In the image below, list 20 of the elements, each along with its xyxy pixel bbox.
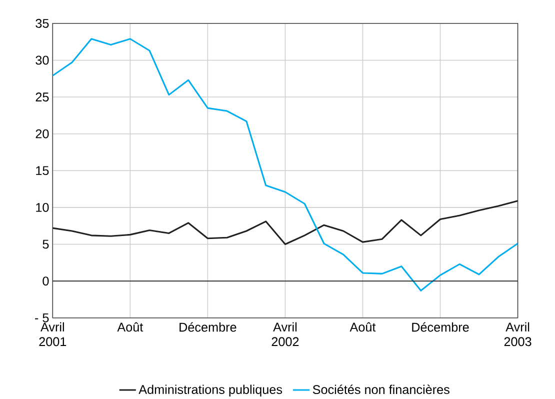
y-tick-label: 20 [36,129,49,138]
legend-label: Administrations publiques [138,384,282,396]
y-tick-label: 15 [36,166,49,175]
line-series [52,200,518,245]
x-tick-label: Avril 2003 [504,322,532,346]
y-tick-label: 25 [36,92,49,102]
x-tick-label: Août [117,322,144,332]
y-tick-label: 30 [36,56,49,65]
x-tick-label: Août [350,322,376,332]
x-tick-label: Décembre [180,322,236,332]
y-tick-label: 35 [36,18,49,28]
y-tick-label: 10 [36,202,49,212]
line-series [52,38,518,292]
x-tick-label: Décembre [412,322,469,332]
y-tick-label: 5 [42,240,49,249]
legend-label: Sociétés non financières [312,384,450,394]
y-tick-label: - 5 [35,313,49,322]
x-tick-label: Avril 2002 [272,322,299,346]
x-tick-label: Avril 2001 [39,322,66,346]
y-tick-label: 0 [42,276,49,286]
